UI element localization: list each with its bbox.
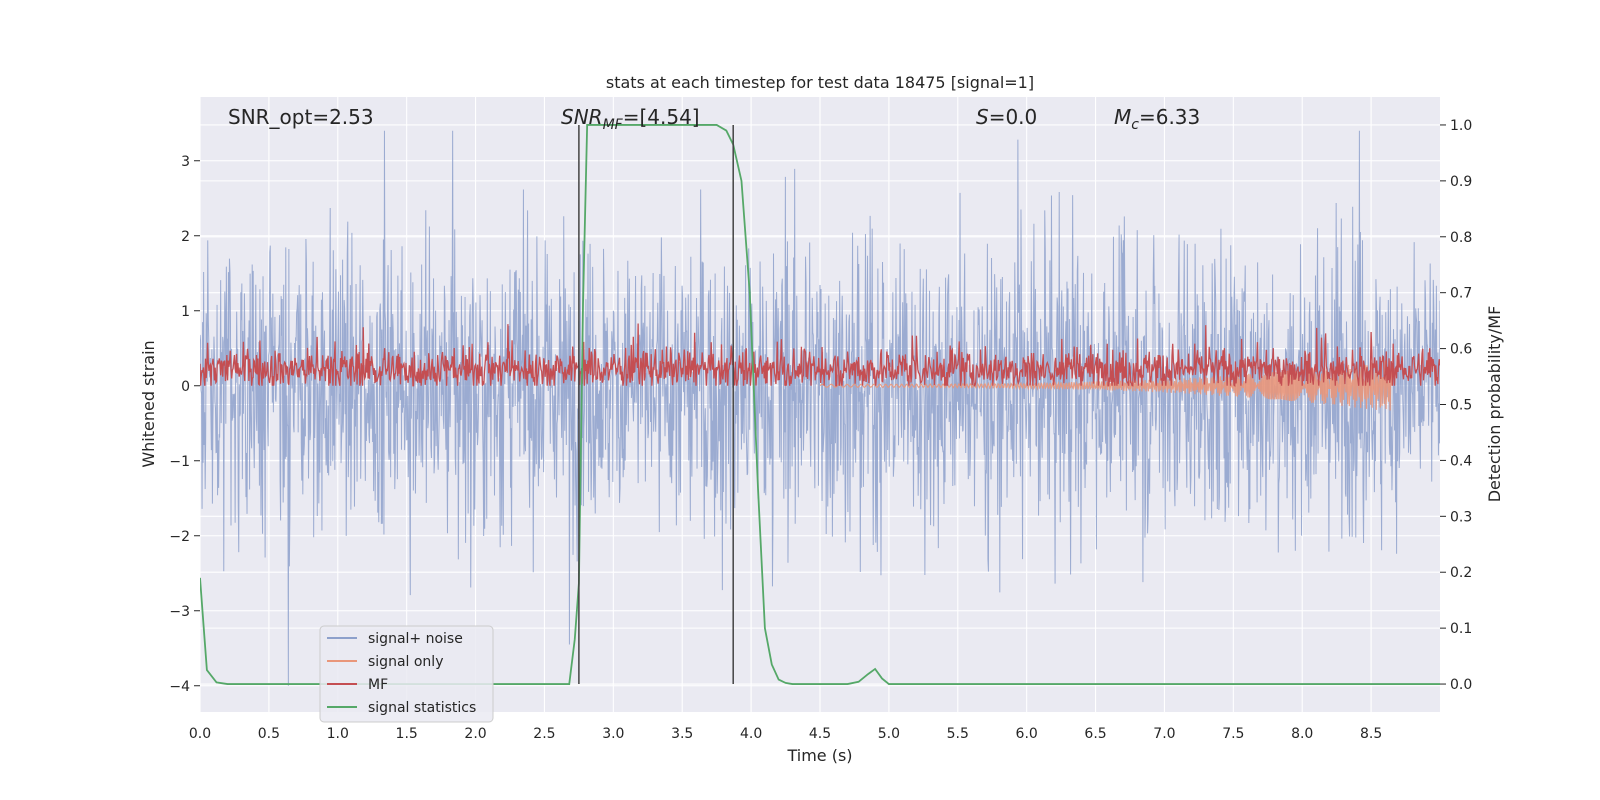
signal-only-line bbox=[819, 360, 1393, 411]
x-tick-label: 1.5 bbox=[396, 726, 418, 742]
snr-mf-sub: MF bbox=[603, 117, 624, 133]
y-left-tick-label: −1 bbox=[169, 454, 190, 470]
x-tick-label: 3.5 bbox=[671, 726, 693, 742]
legend-box bbox=[319, 625, 494, 723]
y-left-tick-labels: 3 2 1 0 −1 −2 −3 −4 bbox=[169, 154, 200, 695]
legend-label-mf: MF bbox=[368, 677, 388, 693]
y-right-tick-label: 0.7 bbox=[1450, 286, 1472, 302]
mc-label: M bbox=[1114, 105, 1131, 129]
x-tick-label: 7.5 bbox=[1222, 726, 1244, 742]
x-tick-label: 3.0 bbox=[602, 726, 624, 742]
y-left-tick-label: 2 bbox=[181, 229, 190, 245]
snr-opt-annotation: SNR_opt=2.53 bbox=[228, 105, 374, 129]
legend-label-signal-noise: signal+ noise bbox=[368, 631, 463, 647]
mf-line bbox=[200, 323, 1440, 388]
s-annotation: S=0.0 bbox=[976, 105, 1037, 129]
y-left-tick-label: −4 bbox=[169, 679, 190, 695]
x-tick-label: 2.5 bbox=[533, 726, 555, 742]
x-tick-label: 2.0 bbox=[464, 726, 486, 742]
y-right-tick-label: 0.1 bbox=[1450, 621, 1472, 637]
y-right-tick-label: 1.0 bbox=[1450, 118, 1472, 134]
y-left-axis-label: Whitened strain bbox=[139, 340, 158, 467]
x-tick-label: 6.0 bbox=[1016, 726, 1038, 742]
y-right-tick-label: 0.6 bbox=[1450, 342, 1472, 358]
y-left-tick-label: 0 bbox=[181, 379, 190, 395]
s-value: =0.0 bbox=[989, 105, 1038, 129]
y-right-tick-label: 0.8 bbox=[1450, 230, 1472, 246]
x-tick-label: 4.0 bbox=[740, 726, 762, 742]
y-right-axis-label: Detection probability/MF bbox=[1485, 306, 1504, 503]
snr-mf-value: =[4.54] bbox=[623, 105, 700, 129]
x-tick-label: 6.5 bbox=[1084, 726, 1106, 742]
y-right-tick-label: 0.2 bbox=[1450, 565, 1472, 581]
y-left-tick-label: −2 bbox=[169, 529, 190, 545]
mc-annotation: Mc=6.33 bbox=[1114, 105, 1200, 133]
x-tick-label: 8.5 bbox=[1360, 726, 1382, 742]
y-left-tick-label: 3 bbox=[181, 154, 190, 170]
y-right-tick-label: 0.4 bbox=[1450, 453, 1472, 469]
x-tick-label: 5.5 bbox=[947, 726, 969, 742]
y-left-tick-label: 1 bbox=[181, 304, 190, 320]
x-tick-label: 4.5 bbox=[809, 726, 831, 742]
x-axis-label: Time (s) bbox=[786, 746, 852, 765]
y-left-tick-label: −3 bbox=[169, 604, 190, 620]
y-right-tick-label: 0.0 bbox=[1450, 677, 1472, 693]
s-label: S bbox=[976, 105, 989, 129]
x-tick-label: 7.0 bbox=[1153, 726, 1175, 742]
legend-label-signal-statistics: signal statistics bbox=[368, 700, 476, 716]
y-right-tick-label: 0.5 bbox=[1450, 398, 1472, 414]
legend-label-signal-only: signal only bbox=[368, 654, 443, 670]
y-right-tick-labels: 1.0 0.9 0.8 0.7 0.6 0.5 0.4 0.3 0.2 0.1 0.0 bbox=[1440, 118, 1472, 693]
legend: signal+ noise signal only MF signal stat… bbox=[319, 625, 494, 723]
mc-value: =6.33 bbox=[1139, 105, 1200, 129]
snr-mf-prefix: SNR bbox=[561, 105, 603, 129]
snr-mf-annotation: SNRMF=[4.54] bbox=[561, 105, 700, 133]
y-right-tick-label: 0.3 bbox=[1450, 509, 1472, 525]
chart-title: stats at each timestep for test data 184… bbox=[606, 73, 1034, 92]
x-tick-label: 8.0 bbox=[1291, 726, 1313, 742]
x-tick-labels: 0.0 0.5 1.0 1.5 2.0 2.5 3.0 3.5 4.0 4.5 5.0 5.5 6.0 6… bbox=[189, 726, 1382, 742]
mc-sub: c bbox=[1131, 117, 1139, 133]
x-tick-label: 0.0 bbox=[189, 726, 211, 742]
x-tick-label: 1.0 bbox=[327, 726, 349, 742]
x-tick-label: 5.0 bbox=[878, 726, 900, 742]
y-right-tick-label: 0.9 bbox=[1450, 174, 1472, 190]
x-tick-label: 0.5 bbox=[258, 726, 280, 742]
